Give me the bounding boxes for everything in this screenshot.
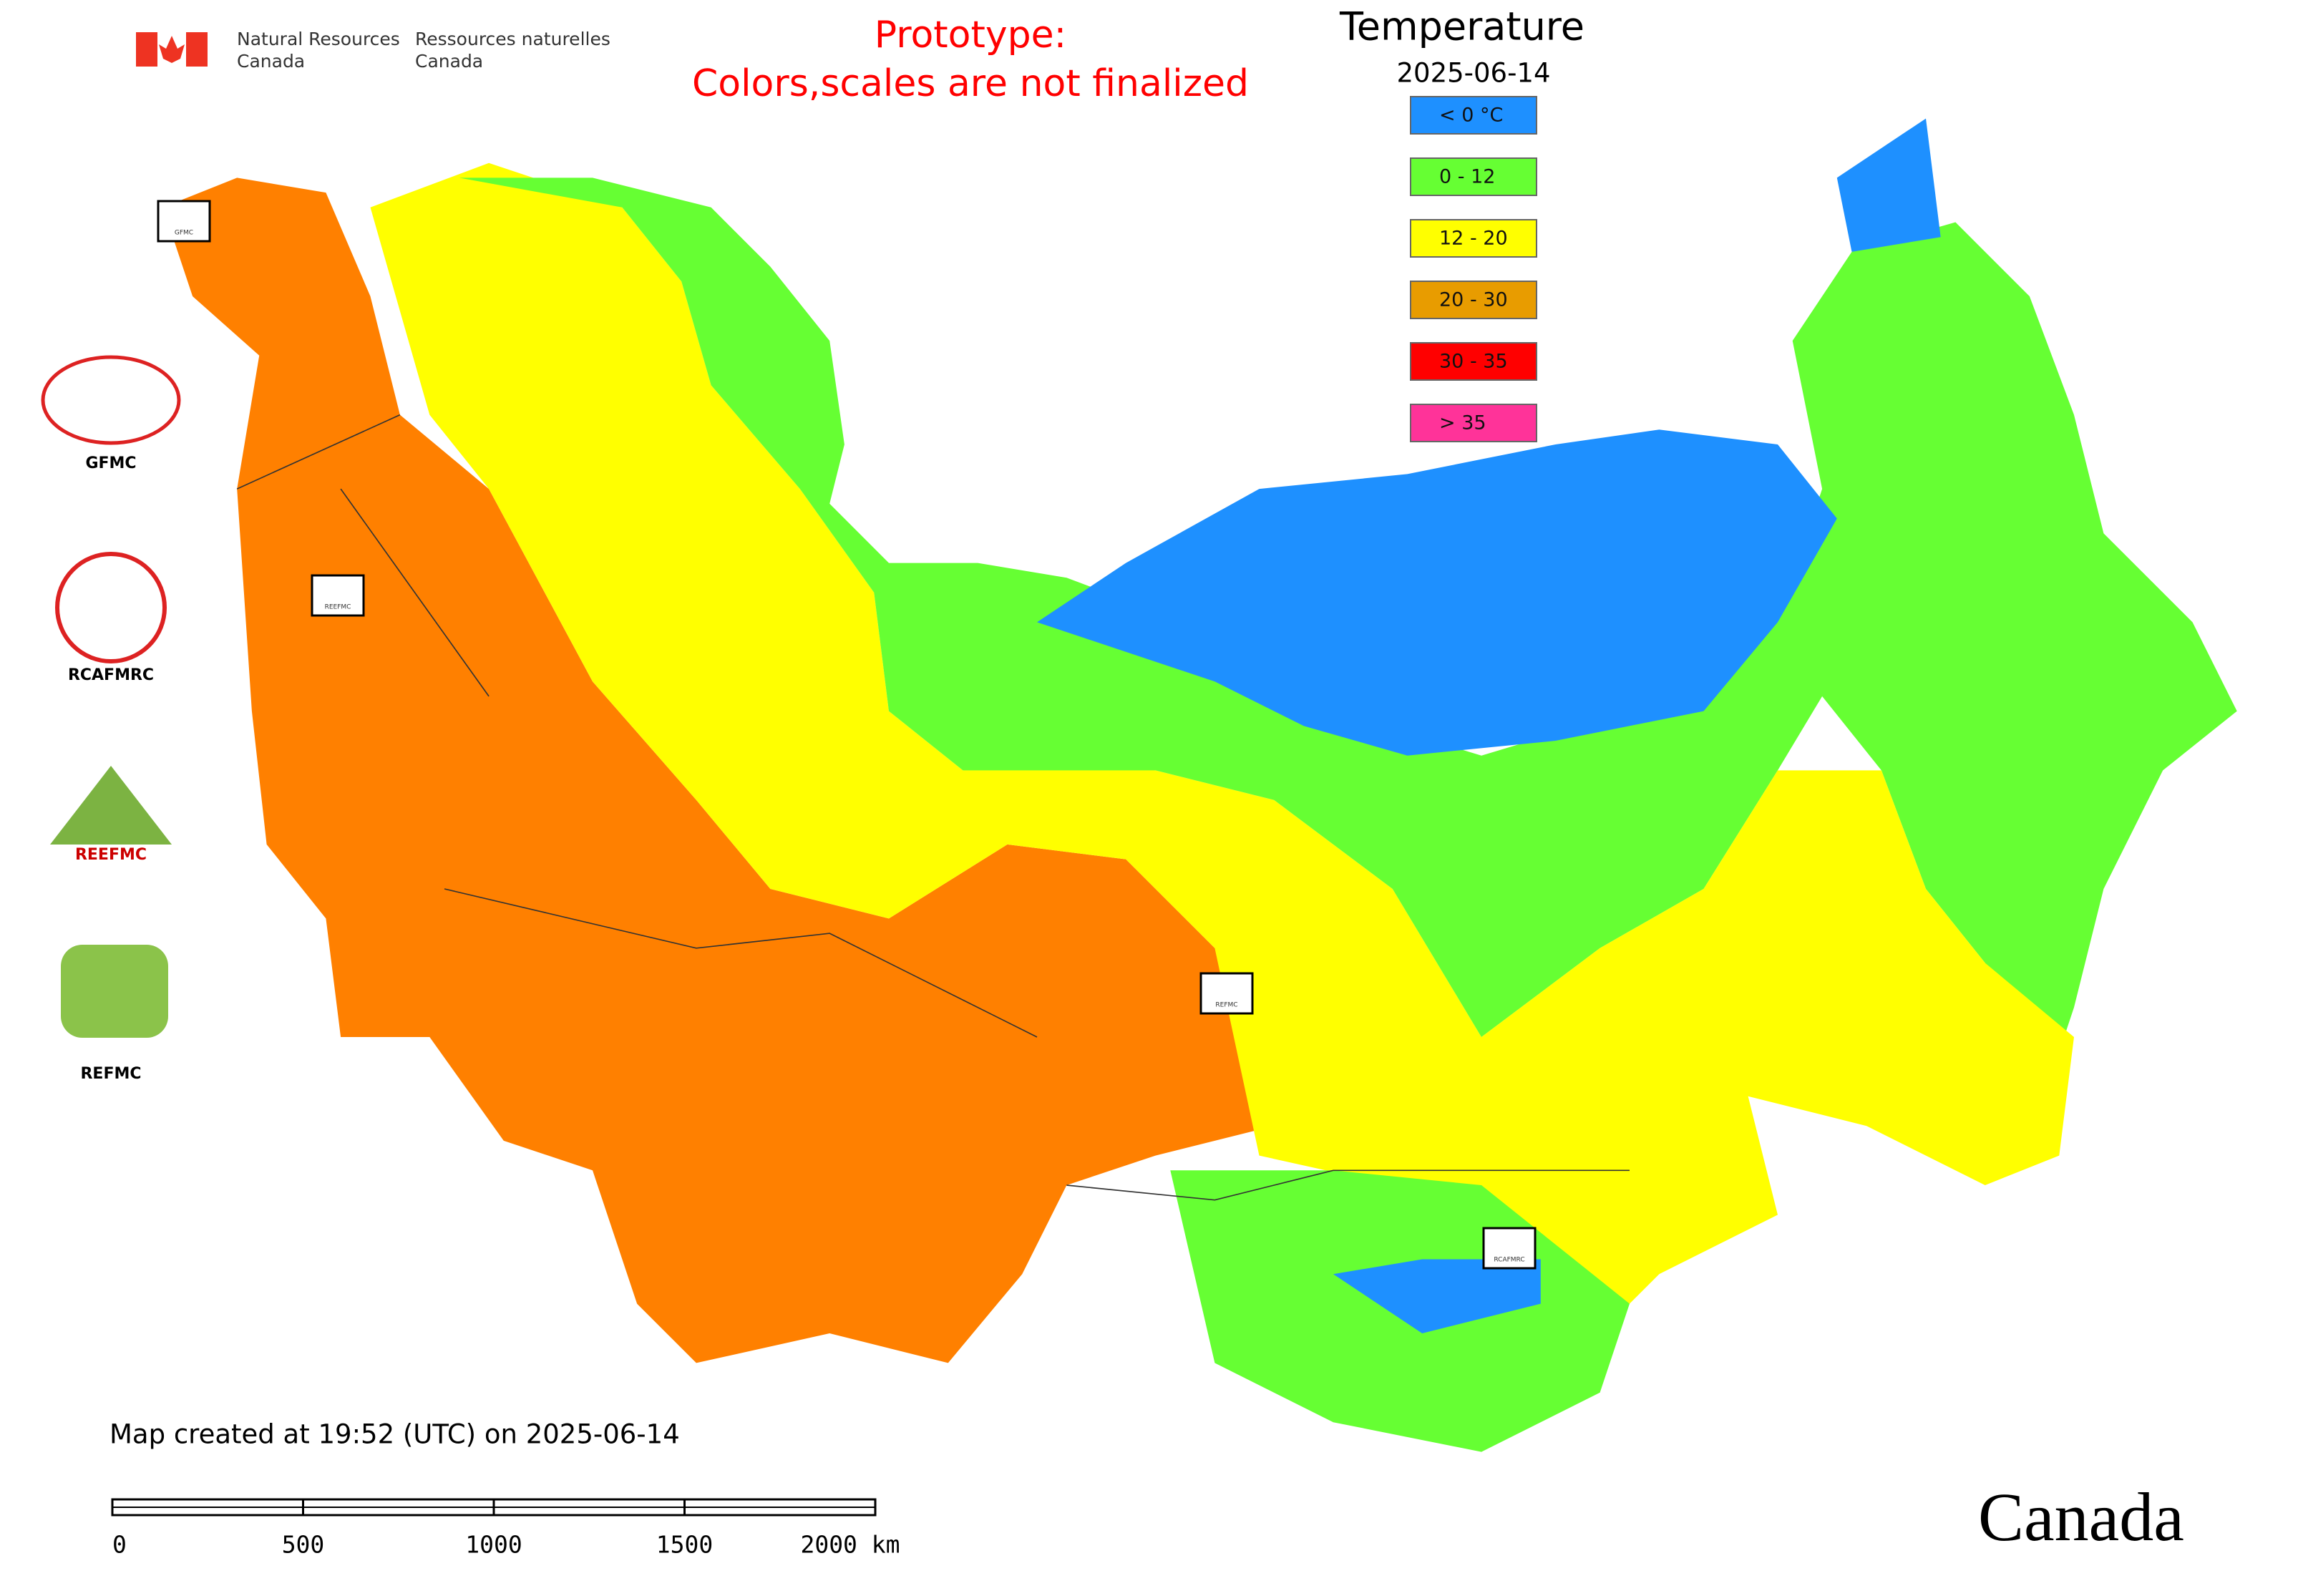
map xyxy=(162,118,2237,1452)
legend-date: 2025-06-14 xyxy=(1396,58,1550,89)
logo-shape xyxy=(61,945,168,1038)
logo-shape xyxy=(41,355,181,445)
logo-shape xyxy=(55,552,167,663)
map-marker xyxy=(1482,1227,1537,1270)
legend-swatch xyxy=(1410,281,1537,319)
border xyxy=(236,414,1630,1201)
map-markers: GFMC REEFMC REFMC RCAFMRC xyxy=(157,200,1537,1270)
logo-label: REFMC xyxy=(80,1065,141,1083)
legend-swatch xyxy=(1410,342,1537,381)
map-region xyxy=(1836,118,1941,252)
legend-swatch xyxy=(1410,219,1537,258)
flag-bar xyxy=(186,32,208,67)
legend: < 0 °C 0 - 12 12 - 20 20 - 30 30 - 35 > 35 xyxy=(1410,96,1537,442)
org-name: Ressources naturelles xyxy=(415,29,610,49)
map-marker xyxy=(311,574,365,617)
map-marker xyxy=(1199,972,1254,1015)
scale-label: 1000 xyxy=(465,1531,522,1559)
scale-bar: 0 500 1000 1500 2000 km xyxy=(111,1498,900,1559)
org-name: Natural Resources xyxy=(237,29,400,49)
logo-label: REEFMC xyxy=(75,846,147,864)
scale-label: 0 xyxy=(112,1531,127,1559)
map-marker-label: GFMC xyxy=(175,230,193,237)
logo-label: RCAFMRC xyxy=(68,666,154,684)
legend-label: 30 - 35 xyxy=(1439,351,1508,373)
legend-swatch xyxy=(1410,404,1537,442)
map-region xyxy=(1037,429,1837,756)
created-note: Map created at 19:52 (UTC) on 2025-06-14 xyxy=(109,1419,680,1450)
legend-swatch xyxy=(1410,96,1537,135)
logo-shape xyxy=(50,766,172,845)
logos: GFMC RCAFMRC REEFMC REFMC xyxy=(68,454,154,1083)
notice: Colors,scales are not finalized xyxy=(692,62,1249,105)
notice: Prototype: xyxy=(875,14,1066,57)
flag-bar xyxy=(136,32,157,67)
scale-label: 500 xyxy=(282,1531,325,1559)
org-name: Canada xyxy=(237,51,305,72)
map-region xyxy=(1333,1259,1541,1333)
map-marker xyxy=(157,200,211,243)
scale-label: 2000 km xyxy=(800,1531,900,1559)
map-region xyxy=(162,177,1334,1363)
map-marker-label: REFMC xyxy=(1215,1002,1237,1009)
legend-label: 0 - 12 xyxy=(1439,166,1495,188)
scale-label: 1500 xyxy=(656,1531,713,1559)
map-region xyxy=(459,177,2237,1096)
org-name: Canada xyxy=(415,51,483,72)
legend-label: 20 - 30 xyxy=(1439,289,1508,311)
flag-leaf xyxy=(159,36,185,63)
map-marker-label: REEFMC xyxy=(325,604,351,611)
map-marker-label: RCAFMRC xyxy=(1494,1257,1524,1264)
map-region xyxy=(1392,770,2074,1333)
logo-label: GFMC xyxy=(85,454,136,472)
legend-title: Temperature xyxy=(1339,4,1584,49)
legend-swatch xyxy=(1410,157,1537,196)
legend-label: < 0 °C xyxy=(1439,104,1503,127)
wordmark: Canada xyxy=(1978,1479,2184,1555)
legend-label: 12 - 20 xyxy=(1439,228,1508,250)
header: Natural Resources Canada Ressources natu… xyxy=(237,29,610,72)
map-region xyxy=(370,162,1556,1186)
legend-label: > 35 xyxy=(1439,412,1486,434)
